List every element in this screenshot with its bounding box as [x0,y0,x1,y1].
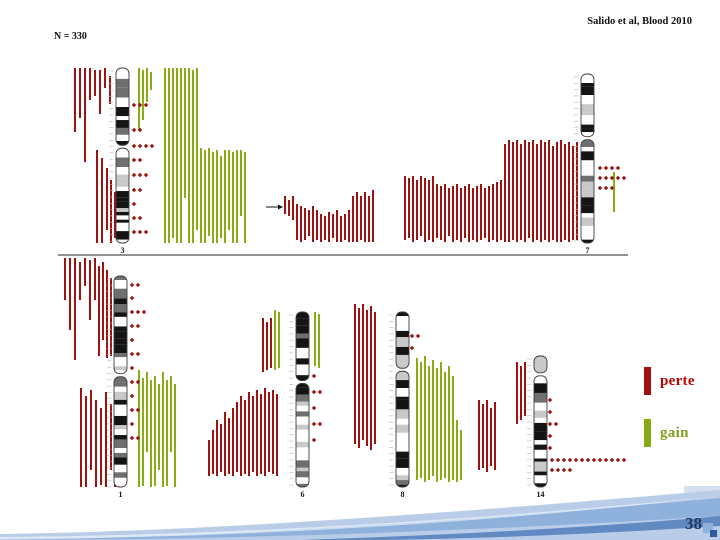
svg-text:6: 6 [301,490,305,499]
swoosh-band-mid [0,498,720,540]
page-number: 38 [685,514,702,533]
swoosh-band-dark [300,516,720,540]
logo-square-light [703,523,713,533]
legend-item-gain: gain [644,418,695,448]
svg-text:1: 1 [119,490,123,499]
gain-color-swatch [644,419,651,447]
svg-text:3: 3 [121,246,125,255]
sample-size-label: N = 330 [54,31,87,42]
template-logo [703,523,717,537]
gain-label: gain [660,424,689,441]
svg-text:8: 8 [401,490,405,499]
legend: perte gain [644,366,695,470]
loss-color-swatch [644,367,651,395]
svg-text:14: 14 [537,490,545,499]
swoosh-band-light [0,490,720,540]
svg-text:7: 7 [586,246,590,255]
logo-square-dark [710,530,717,537]
legend-item-loss: perte [644,366,695,396]
citation: Salido et al, Blood 2010 [587,16,692,27]
loss-label: perte [660,372,695,389]
bottom-decoration [0,486,720,540]
